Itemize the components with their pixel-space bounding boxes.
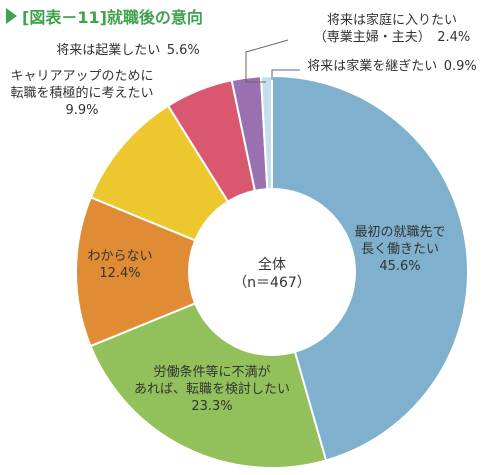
slice-label: 将来は家庭に入りたい（専業主婦・主夫） 2.4%	[314, 12, 471, 45]
pie-slice	[259, 74, 273, 191]
leader-line	[271, 69, 300, 80]
slice-label: 労働条件等に不満があれば、転職を検討したい 23.3%	[134, 364, 290, 414]
pie-slice	[89, 302, 328, 469]
figure-title: [図表－11]就職後の意向	[6, 4, 203, 28]
slice-label: 将来は起業したい 5.6%	[56, 42, 200, 58]
slice-label: わからない 12.4%	[87, 249, 152, 281]
slice-label: キャリアアップのために転職を積極的に考えたい 9.9%	[10, 69, 153, 118]
slice-label: 将来は家業を継ぎたい 0.9%	[307, 58, 477, 74]
pie-slice	[75, 196, 197, 348]
leader-line	[245, 39, 289, 83]
center-label: 全体（n＝467）	[233, 256, 311, 291]
pie-slice	[271, 74, 469, 462]
slice-label: 最初の就職先で長く働きたい 45.6%	[354, 225, 445, 274]
title-triangle-icon	[6, 8, 17, 24]
figure-title-text: [図表－11]就職後の意向	[22, 8, 203, 27]
